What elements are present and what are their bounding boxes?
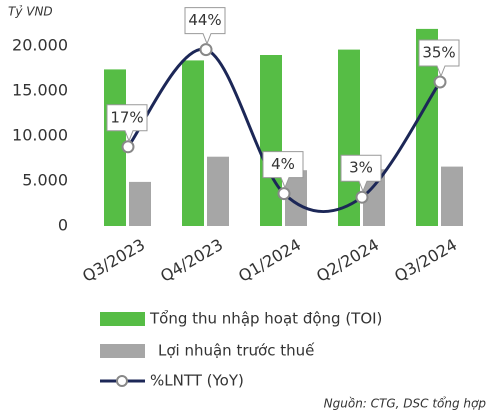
y-tick-label: 10.000 — [12, 126, 68, 145]
bar — [363, 169, 385, 226]
bar — [441, 166, 463, 226]
y-tick-label: 0 — [58, 216, 68, 235]
line-marker — [199, 43, 213, 57]
callout — [262, 151, 304, 189]
line — [126, 47, 442, 214]
data-label: 3% — [349, 159, 373, 177]
y-tick-label: 20.000 — [12, 36, 68, 55]
callout — [184, 7, 226, 45]
data-label: 44% — [188, 11, 221, 29]
x-tick-label: Q1/2024 — [235, 235, 304, 286]
y-tick-label: 5.000 — [22, 171, 68, 190]
legend-label: %LNTT (YoY) — [150, 372, 244, 390]
legend-swatch — [100, 344, 145, 358]
x-tick-label: Q2/2024 — [313, 235, 382, 286]
bar — [129, 181, 151, 226]
legend-label: Lợi nhuận trước thuế — [158, 342, 315, 360]
bar — [338, 49, 360, 226]
line-marker — [121, 140, 135, 154]
y-axis-label: Tỷ VND — [8, 5, 53, 19]
legend-marker — [116, 375, 128, 387]
bar — [416, 28, 438, 227]
bar — [182, 60, 204, 227]
line-marker — [355, 190, 369, 204]
y-tick-label: 15.000 — [12, 81, 68, 100]
data-label: 4% — [271, 155, 295, 173]
data-label: 17% — [110, 108, 143, 126]
source: Nguồn: CTG, DSC tổng hợp — [324, 397, 487, 411]
x-tick-label: Q4/2023 — [157, 235, 226, 286]
callout — [418, 39, 460, 78]
bar — [285, 170, 307, 226]
bar — [207, 156, 229, 226]
line-marker — [277, 187, 291, 201]
legend-label: Tổng thu nhập hoạt động (TOI) — [149, 310, 382, 328]
legend-swatch — [100, 312, 145, 326]
data-label: 35% — [422, 44, 455, 62]
x-tick-label: Q3/2023 — [79, 235, 148, 286]
callout — [340, 154, 382, 193]
bar — [260, 55, 282, 226]
x-tick-label: Q3/2024 — [391, 235, 460, 286]
callout — [106, 104, 148, 143]
line-marker — [433, 75, 447, 89]
